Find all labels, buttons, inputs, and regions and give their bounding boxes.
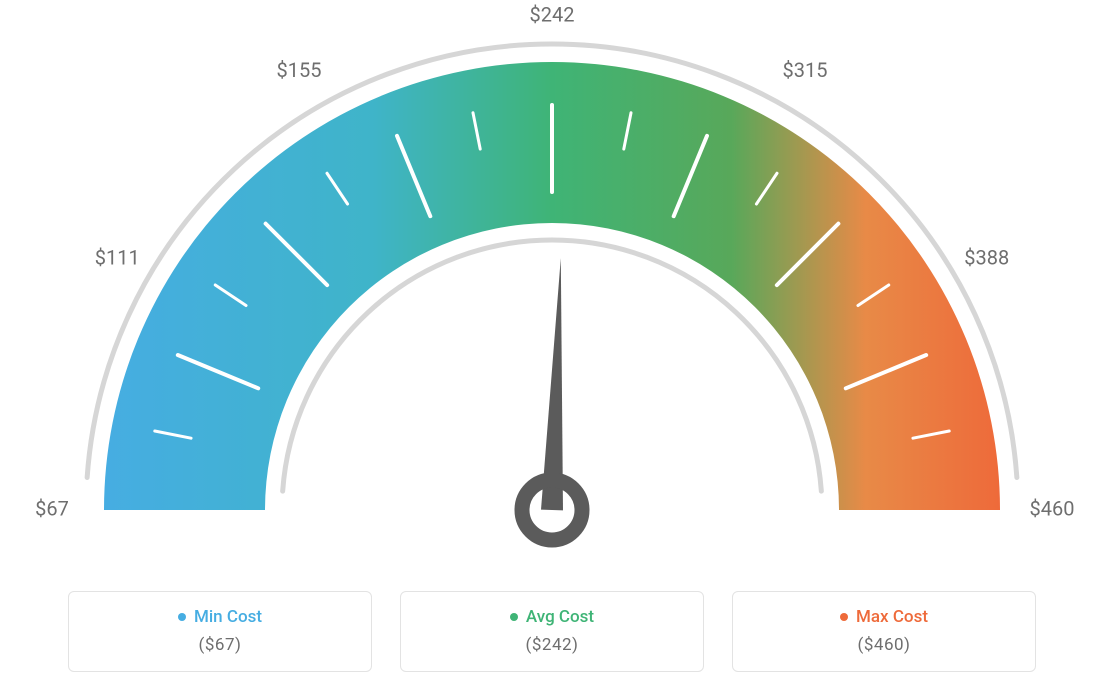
gauge-tick-label: $242 xyxy=(530,2,575,26)
legend-card-min: Min Cost ($67) xyxy=(68,591,372,672)
gauge-tick-label: $388 xyxy=(964,245,1009,269)
legend-value-max: ($460) xyxy=(733,635,1035,655)
gauge-chart: $67 $111 $155 $242 $315 $388 $460 xyxy=(0,0,1104,560)
legend-card-max: Max Cost ($460) xyxy=(732,591,1036,672)
legend-value-min: ($67) xyxy=(69,635,371,655)
legend-dot-min xyxy=(178,613,186,621)
legend-card-avg: Avg Cost ($242) xyxy=(400,591,704,672)
gauge-tick-label: $460 xyxy=(1030,496,1075,520)
gauge-tick-label: $111 xyxy=(95,245,140,269)
legend-label-max: Max Cost xyxy=(856,607,928,627)
legend-dot-avg xyxy=(510,613,518,621)
gauge-svg: $67 $111 $155 $242 $315 $388 $460 xyxy=(0,0,1104,560)
legend-dot-max xyxy=(840,613,848,621)
gauge-tick-label: $315 xyxy=(783,58,828,82)
legend-value-avg: ($242) xyxy=(401,635,703,655)
legend-label-avg: Avg Cost xyxy=(526,607,594,627)
gauge-tick-label: $155 xyxy=(277,58,322,82)
legend-label-min: Min Cost xyxy=(194,607,262,627)
gauge-tick-label: $67 xyxy=(35,496,69,520)
legend-row: Min Cost ($67) Avg Cost ($242) Max Cost … xyxy=(0,591,1104,672)
